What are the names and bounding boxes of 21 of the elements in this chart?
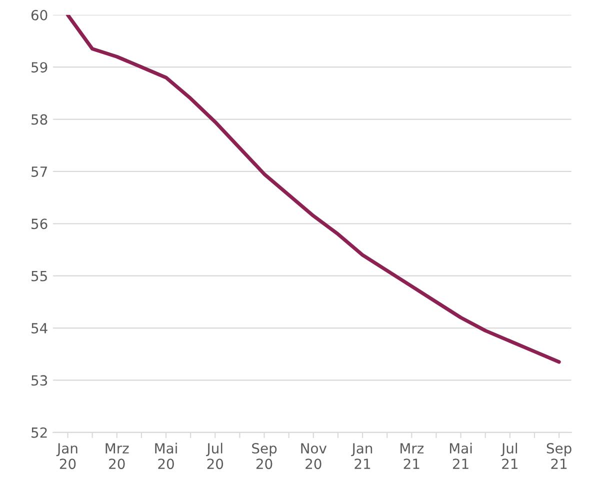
x-tick-label: Mai 21 xyxy=(450,442,472,469)
y-tick-label: 52 xyxy=(32,427,47,438)
line-series xyxy=(66,14,561,364)
x-tick-label: Mrz 20 xyxy=(106,443,129,470)
x-tick-label: Jul 21 xyxy=(500,442,518,469)
x-tick-label: Sep 20 xyxy=(252,443,277,470)
x-tick-label: Mai 20 xyxy=(155,442,177,470)
y-tick-label: 58 xyxy=(32,114,48,125)
x-tick-label: Jan 21 xyxy=(351,443,372,469)
y-tick-label: 54 xyxy=(32,323,48,334)
y-tick-label: 60 xyxy=(31,10,48,20)
x-tick-label: Jul 20 xyxy=(206,442,224,470)
y-tick-label: 56 xyxy=(32,218,48,230)
y-tick-label: 57 xyxy=(32,166,47,177)
y-tick-label: 53 xyxy=(32,375,48,386)
x-tick-label: Nov 20 xyxy=(301,443,327,470)
x-tick-label: Sep 21 xyxy=(546,443,572,469)
x-tick-label: Jan 20 xyxy=(56,443,78,470)
y-tick-label: 59 xyxy=(32,62,48,73)
x-tick-label: Mrz 21 xyxy=(400,443,424,469)
y-tick-label: 55 xyxy=(32,270,47,282)
